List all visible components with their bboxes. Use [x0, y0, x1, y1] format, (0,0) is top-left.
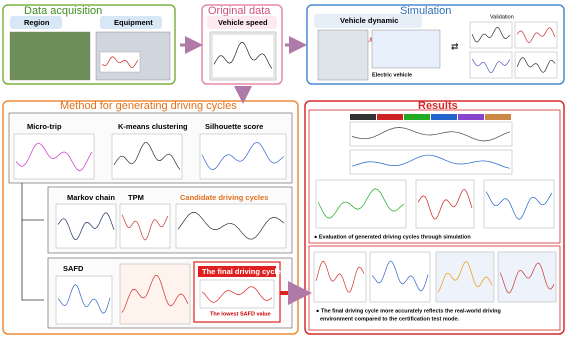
arrows — [180, 36, 307, 104]
step: Micro-trip — [27, 122, 62, 131]
thumbnail-line — [213, 42, 273, 69]
step: Silhouette score — [205, 122, 263, 131]
label-bg — [10, 16, 62, 29]
thumbnail-line — [516, 57, 556, 73]
thumbnail — [349, 149, 513, 175]
thumbnail-line — [101, 56, 139, 68]
thumbnail — [469, 21, 513, 49]
image — [371, 29, 441, 69]
thumbnail — [469, 51, 513, 79]
label-bg — [207, 16, 277, 29]
connector — [21, 183, 44, 301]
thumbnail-line — [437, 261, 493, 293]
thumbnail — [313, 251, 367, 303]
thumbnail-line — [471, 58, 511, 74]
thumbnail — [199, 279, 275, 309]
legend-chip — [404, 114, 430, 120]
thumbnail-line — [499, 262, 555, 294]
thumbnail-line — [177, 212, 285, 240]
thumbnail — [119, 203, 171, 249]
label: Electric vehicle — [372, 72, 412, 78]
thumbnail-line — [121, 214, 169, 241]
thumbnail-line — [57, 284, 111, 314]
thumbnail — [349, 121, 513, 147]
thumbnail — [13, 133, 95, 180]
thumbnail-line — [317, 188, 405, 219]
label: Equipment — [114, 18, 153, 27]
thumbnail-line — [57, 212, 115, 240]
thumbnail-line — [371, 260, 429, 292]
thumbnail-line — [121, 275, 189, 313]
thumbnail-line — [201, 286, 273, 303]
thumbnail-line — [113, 142, 181, 170]
thumbnail-line — [485, 191, 553, 220]
thumbnail-line — [417, 189, 473, 220]
thumbnail — [415, 179, 475, 229]
label: Region — [24, 18, 50, 27]
thumbnail — [315, 179, 407, 229]
thumbnail — [99, 51, 141, 73]
thumbnail-line — [201, 141, 285, 171]
image — [317, 29, 369, 81]
legend-chip — [485, 114, 511, 120]
thumbnail — [514, 21, 558, 49]
thumbnail — [483, 179, 555, 229]
title: Method for generating driving cycles — [60, 100, 237, 112]
title: Original data — [208, 5, 271, 17]
thumbnail-line — [351, 154, 511, 169]
thumbnail — [199, 133, 287, 180]
thumbnail — [369, 251, 431, 303]
note: ● Evaluation of generated driving cycles… — [314, 234, 471, 240]
thumbnail-line — [351, 127, 511, 142]
note: ● The final driving cycle more accuratel… — [316, 308, 501, 314]
thumbnail — [435, 251, 495, 303]
label-bg — [314, 14, 422, 28]
label: The lowest SAFD value — [210, 311, 271, 317]
title: Simulation — [400, 5, 451, 17]
step: Candidate driving cycles — [180, 193, 268, 202]
thumbnail — [175, 203, 287, 249]
thumbnail — [55, 275, 113, 325]
label: The final driving cycle — [202, 267, 281, 276]
thumbnail-line — [315, 261, 365, 293]
label-bg — [100, 16, 162, 29]
legend-chip — [377, 114, 403, 120]
thumbnail-line — [516, 27, 556, 43]
arrow-icon: ⇄ — [451, 41, 459, 51]
thumbnail — [514, 51, 558, 79]
legend-chip — [458, 114, 484, 120]
step: K-means clustering — [118, 122, 188, 131]
step: TPM — [128, 193, 144, 202]
image — [9, 31, 91, 81]
title: Results — [418, 100, 458, 112]
legend-chip — [350, 114, 376, 120]
label-bg — [198, 266, 276, 277]
thumbnail — [497, 251, 557, 303]
label: Vehicle speed — [218, 18, 268, 27]
label: Validation — [490, 14, 514, 20]
legend-chip — [431, 114, 457, 120]
thumbnail-line — [15, 142, 93, 172]
title: Data acquisition — [24, 5, 102, 17]
thumbnail — [119, 263, 191, 325]
step: Markov chain — [67, 193, 115, 202]
note: environment compared to the certificatio… — [320, 316, 460, 322]
label: Vehicle dynamic — [340, 16, 398, 25]
step: SAFD — [63, 264, 84, 273]
thumbnail-line — [471, 26, 511, 43]
thumbnail — [55, 203, 117, 249]
